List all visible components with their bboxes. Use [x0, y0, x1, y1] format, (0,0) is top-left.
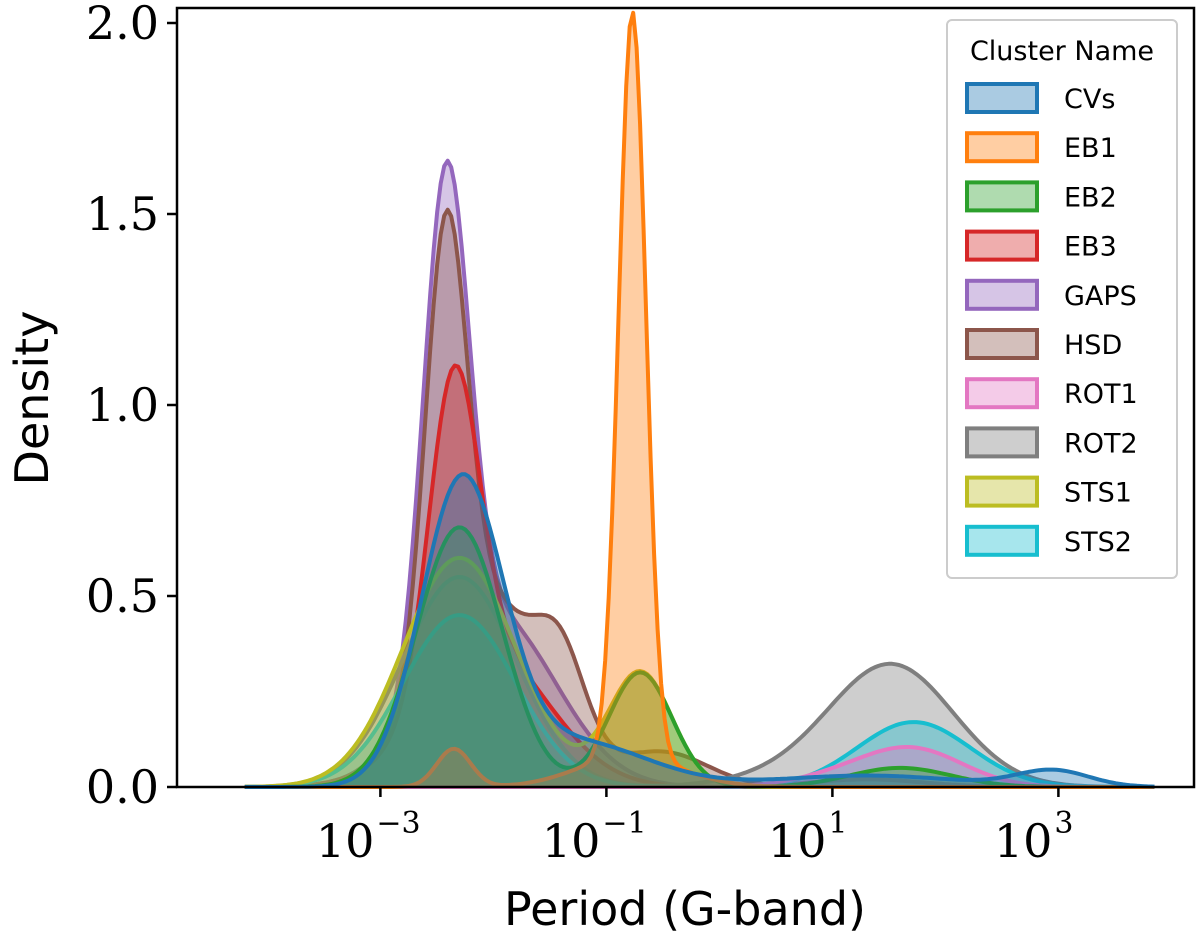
legend-swatch-cvs	[965, 82, 1039, 114]
x-tick-label: 10 −1	[542, 806, 647, 868]
plot-layer	[244, 10, 1155, 789]
y-tick-label: 1.5	[86, 187, 159, 241]
density-area-eb2	[244, 527, 1155, 787]
density-area-sts2	[244, 615, 1155, 787]
legend-item-rot2: ROT2	[965, 426, 1138, 459]
legend-swatch-eb3	[965, 229, 1039, 262]
tick-layer: 0.00.51.01.52.010 −3 10 −1 10 1 10 3	[86, 0, 1074, 868]
legend-label-eb2: EB2	[1064, 182, 1117, 213]
legend-swatch-rot1	[965, 377, 1039, 410]
legend-item-sts2: STS2	[965, 524, 1132, 558]
density-area-hsd	[244, 209, 1155, 787]
density-area-rot2	[244, 577, 1155, 787]
plot-frame	[175, 6, 1196, 789]
x-tick-label: 10 3	[994, 806, 1074, 868]
density-area-sts1	[244, 557, 1155, 787]
legend-label-eb1: EB1	[1064, 133, 1117, 164]
legend-item-eb1: EB1	[965, 131, 1117, 164]
y-tick-label: 0.0	[86, 760, 159, 814]
density-line-cvs	[244, 472, 1155, 789]
legend-item-cvs: CVs	[965, 82, 1115, 115]
legend-title: Cluster Name	[970, 36, 1154, 67]
x-tick-exponent: 3	[1054, 806, 1073, 841]
x-tick-label: 10 1	[768, 806, 848, 868]
legend-label-sts1: STS1	[1064, 478, 1132, 509]
legend-swatch-eb1	[965, 131, 1039, 164]
legend-item-eb3: EB3	[965, 229, 1117, 263]
x-axis-title: Period (G-band)	[504, 882, 866, 936]
density-area-gaps	[244, 160, 1155, 787]
y-axis-title: Density	[5, 311, 59, 486]
x-tick-label: 10 −3	[316, 806, 421, 868]
density-line-rot2	[244, 575, 1155, 789]
x-tick-base: 10	[316, 814, 375, 868]
legend-label-eb3: EB3	[1064, 232, 1117, 263]
legend-swatch-eb2	[965, 180, 1039, 213]
density-area-eb3	[244, 365, 1155, 787]
legend-label-sts2: STS2	[1064, 527, 1132, 558]
legend-item-sts1: STS1	[965, 475, 1132, 509]
legend-swatch-sts1	[965, 475, 1039, 508]
y-tick-label: 2.0	[86, 0, 159, 50]
legend: Cluster Name CVs EB1 EB2 EB3 GAPS HSD ROT1 ROT2…	[946, 19, 1178, 579]
legend-item-rot1: ROT1	[965, 377, 1138, 410]
x-tick-exponent: 1	[828, 806, 847, 841]
legend-swatch-sts2	[965, 524, 1039, 557]
legend-swatch-gaps	[965, 278, 1039, 311]
legend-label-hsd: HSD	[1064, 330, 1122, 361]
legend-label-rot1: ROT1	[1064, 379, 1138, 410]
legend-label-rot2: ROT2	[1064, 428, 1138, 459]
legend-item-eb2: EB2	[965, 180, 1117, 213]
legend-swatch-hsd	[965, 328, 1039, 360]
x-tick-base: 10	[542, 814, 601, 868]
legend-item-hsd: HSD	[965, 328, 1122, 361]
legend-label-cvs: CVs	[1064, 84, 1115, 115]
x-tick-exponent: −1	[602, 806, 646, 841]
legend-swatch-rot2	[965, 426, 1039, 459]
y-tick-label: 1.0	[86, 378, 159, 432]
x-tick-exponent: −3	[376, 806, 420, 841]
y-tick-label: 0.5	[86, 569, 159, 623]
x-tick-base: 10	[768, 814, 827, 868]
legend-label-gaps: GAPS	[1064, 281, 1137, 312]
x-tick-base: 10	[994, 814, 1053, 868]
density-area-cvs	[244, 474, 1155, 787]
legend-item-gaps: GAPS	[965, 278, 1137, 312]
